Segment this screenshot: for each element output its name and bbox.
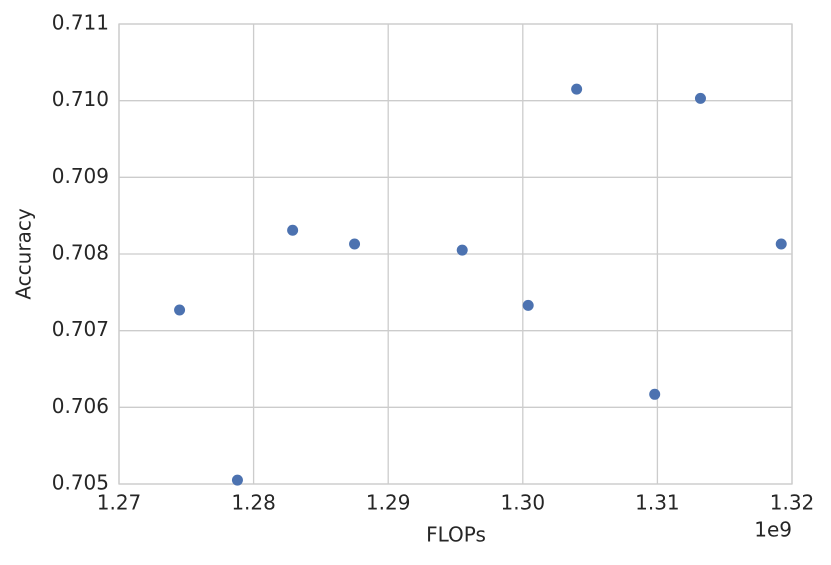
point [694, 92, 706, 104]
point [775, 238, 787, 250]
x-tick-label: 1.30 [501, 491, 546, 515]
y-tick-label: 0.707 [52, 317, 109, 341]
y-tick-label: 0.706 [52, 394, 109, 418]
x-tick-label: 1.29 [366, 491, 411, 515]
y-axis-label: Accuracy [12, 208, 36, 299]
y-tick-label: 0.709 [52, 164, 109, 188]
point [456, 244, 468, 256]
point [522, 299, 534, 311]
y-tick-label: 0.710 [52, 87, 109, 111]
y-tick-label: 0.705 [52, 471, 109, 495]
point [649, 388, 661, 400]
point [287, 224, 299, 236]
x-tick-label: 1.31 [635, 491, 680, 515]
point [174, 304, 186, 316]
point [349, 238, 361, 250]
x-axis-label: FLOPs [426, 523, 486, 547]
x-tick-label: 1.28 [231, 491, 276, 515]
x-offset-label: 1e9 [754, 518, 792, 542]
x-tick-label: 1.27 [97, 491, 142, 515]
y-tick-label: 0.708 [52, 241, 109, 265]
point [571, 83, 583, 95]
x-tick-label: 1.32 [770, 491, 815, 515]
y-tick-label: 0.711 [52, 11, 109, 35]
point [231, 474, 243, 486]
